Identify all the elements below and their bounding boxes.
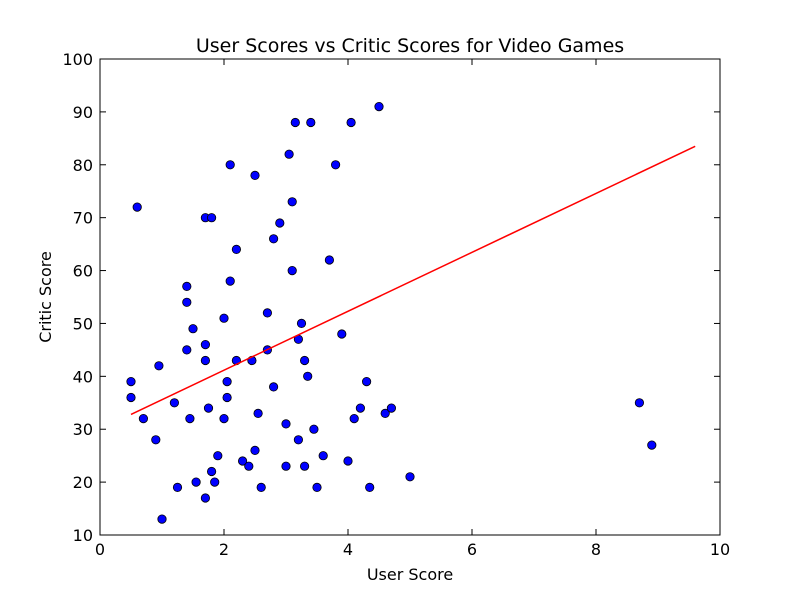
x-axis-title: User Score	[367, 565, 453, 584]
trend-line	[130, 145, 696, 416]
data-point	[268, 234, 279, 244]
data-point	[200, 355, 210, 366]
data-point	[346, 117, 356, 128]
x-tick-label: 2	[219, 540, 229, 559]
data-point	[293, 435, 303, 445]
y-tick-label: 50	[73, 314, 93, 333]
y-axis-title: Critic Score	[36, 251, 55, 343]
data-point	[262, 308, 272, 318]
data-point	[126, 376, 136, 387]
trend-layer	[130, 145, 696, 416]
data-point	[200, 339, 210, 350]
data-point	[253, 408, 263, 418]
data-point	[290, 117, 300, 128]
x-tick-label: 4	[343, 540, 353, 559]
data-point	[213, 451, 223, 461]
data-point	[296, 318, 307, 328]
data-point	[275, 218, 285, 228]
x-tick-label: 6	[467, 540, 477, 559]
data-point	[324, 255, 334, 265]
data-point	[386, 403, 396, 413]
data-point	[182, 297, 192, 307]
data-point	[225, 160, 235, 170]
data-point	[374, 102, 384, 112]
data-point	[132, 202, 142, 212]
data-point	[210, 477, 220, 487]
ticks-layer: 0 2 4 6 8 10 10 20 30 40 50 60 70 80 90 100	[62, 50, 730, 559]
y-tick-label: 100	[62, 50, 93, 69]
y-tick-label: 40	[73, 367, 93, 386]
data-point	[222, 376, 232, 387]
y-tick-label: 20	[73, 473, 93, 492]
y-tick-label: 60	[73, 262, 93, 281]
data-point	[318, 451, 328, 461]
data-point	[299, 461, 310, 471]
data-point	[355, 403, 365, 413]
data-point	[200, 493, 210, 503]
x-tick-label: 10	[710, 540, 730, 559]
data-point	[361, 376, 372, 387]
chart-title: User Scores vs Critic Scores for Video G…	[196, 35, 624, 57]
data-point	[250, 170, 260, 180]
data-point	[188, 324, 198, 334]
data-point	[182, 345, 192, 355]
data-point	[343, 456, 353, 466]
data-point	[309, 424, 319, 434]
data-point	[151, 435, 161, 445]
data-point	[244, 461, 254, 471]
data-point	[203, 403, 214, 413]
data-point	[250, 445, 260, 455]
data-point	[225, 276, 235, 286]
data-point	[337, 329, 347, 339]
data-point	[380, 408, 390, 418]
data-point	[222, 392, 232, 403]
data-point	[281, 419, 291, 429]
data-point	[634, 398, 645, 408]
data-point	[405, 472, 415, 482]
data-point	[238, 456, 248, 466]
x-tick-label: 0	[95, 540, 105, 559]
data-point	[126, 392, 136, 403]
data-point	[306, 117, 316, 128]
data-point	[303, 371, 313, 381]
points-layer	[126, 102, 657, 524]
data-point	[299, 355, 310, 366]
data-point	[284, 149, 294, 159]
data-point	[287, 265, 297, 276]
data-point	[365, 482, 375, 492]
y-tick-label: 90	[73, 103, 93, 122]
data-point	[207, 466, 217, 477]
data-point	[349, 413, 359, 424]
data-point	[172, 482, 183, 492]
plot-area-frame	[99, 58, 721, 536]
data-point	[312, 482, 322, 492]
data-point	[138, 413, 148, 424]
y-tick-label: 10	[73, 526, 93, 545]
x-tick-label: 8	[591, 540, 601, 559]
data-point	[182, 281, 192, 291]
data-point	[647, 440, 657, 450]
y-tick-label: 80	[73, 156, 93, 175]
data-point	[268, 382, 279, 392]
data-point	[157, 514, 167, 524]
y-tick-label: 70	[73, 209, 93, 228]
data-point	[169, 398, 179, 408]
data-point	[207, 213, 217, 223]
data-point	[219, 313, 229, 323]
data-point	[231, 244, 241, 254]
y-tick-label: 30	[73, 420, 93, 439]
data-point	[330, 160, 341, 170]
data-point	[185, 413, 195, 424]
data-point	[191, 477, 201, 487]
data-point	[287, 197, 297, 207]
data-point	[256, 482, 266, 492]
data-point	[281, 461, 291, 471]
data-point	[154, 361, 164, 371]
data-point	[219, 413, 229, 424]
